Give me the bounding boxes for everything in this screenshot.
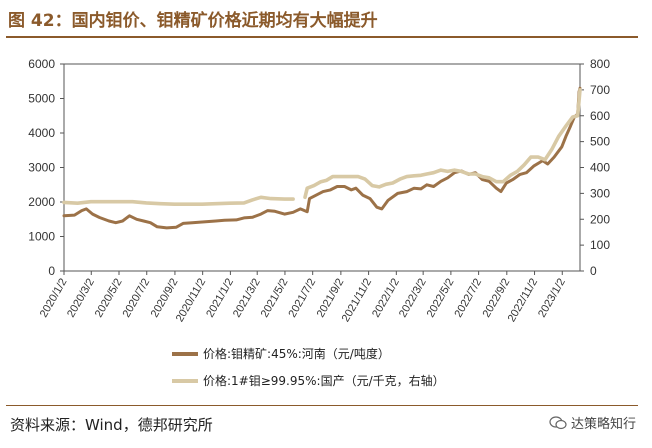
y-left-tick-label: 5000	[28, 92, 55, 106]
y-right-tick-label: 100	[590, 238, 610, 252]
y-left-tick-label: 1000	[28, 230, 55, 244]
source-divider	[6, 405, 638, 406]
y-left-tick-label: 2000	[28, 195, 55, 209]
y-right-tick-label: 300	[590, 186, 610, 200]
y-left-tick-label: 6000	[28, 57, 55, 71]
y-right-tick-label: 0	[590, 264, 597, 278]
series-2-line-part-2	[303, 88, 582, 200]
title-divider	[6, 36, 638, 38]
plot-border	[63, 63, 581, 272]
legend: 价格:钼精矿:45%:河南（元/吨度） 价格:1#钼≥99.95%:国产（元/千…	[172, 346, 445, 388]
watermark-text: 达策略知行	[570, 417, 636, 432]
y-right-tick-label: 500	[590, 135, 610, 149]
y-right-tick-label: 800	[590, 57, 610, 71]
plot-frame	[63, 63, 581, 272]
y-left-tick-label: 3000	[28, 161, 55, 175]
x-tick-label: 2023/1/2	[536, 277, 568, 320]
y-right-tick-label: 200	[590, 212, 610, 226]
series-1-line	[62, 86, 582, 230]
y-right-tick-label: 700	[590, 83, 610, 97]
x-tick-label: 2021/7/2	[286, 277, 318, 320]
source-note: 资料来源：Wind，德邦研究所	[10, 416, 213, 434]
y-left-tick-label: 0	[48, 264, 55, 278]
y-right-tick-label: 400	[590, 161, 610, 175]
y-right-tick-label: 600	[590, 109, 610, 123]
x-tick-label: 2022/7/2	[452, 277, 484, 320]
series-2-line	[62, 195, 295, 206]
y-right-axis: 0 100 200 300 400 500 600 700 800	[580, 57, 610, 278]
y-left-tick-label: 4000	[28, 126, 55, 140]
legend-label-series-1: 价格:钼精矿:45%:河南（元/吨度）	[203, 346, 390, 361]
legend-label-series-2: 价格:1#钼≥99.95%:国产（元/千克，右轴）	[203, 373, 445, 388]
wechat-icon	[549, 415, 567, 430]
series-layer	[62, 86, 582, 230]
x-tick-label: 2020/7/2	[121, 277, 153, 320]
watermark: 达策略知行	[549, 413, 636, 432]
x-axis: 2020/1/22020/3/22020/5/22020/7/22020/9/2…	[38, 271, 568, 324]
page-title: 图 42：国内钼价、钼精矿价格近期均有大幅提升	[8, 11, 378, 31]
y-left-axis: 0 1000 2000 3000 4000 5000 6000	[28, 57, 64, 278]
